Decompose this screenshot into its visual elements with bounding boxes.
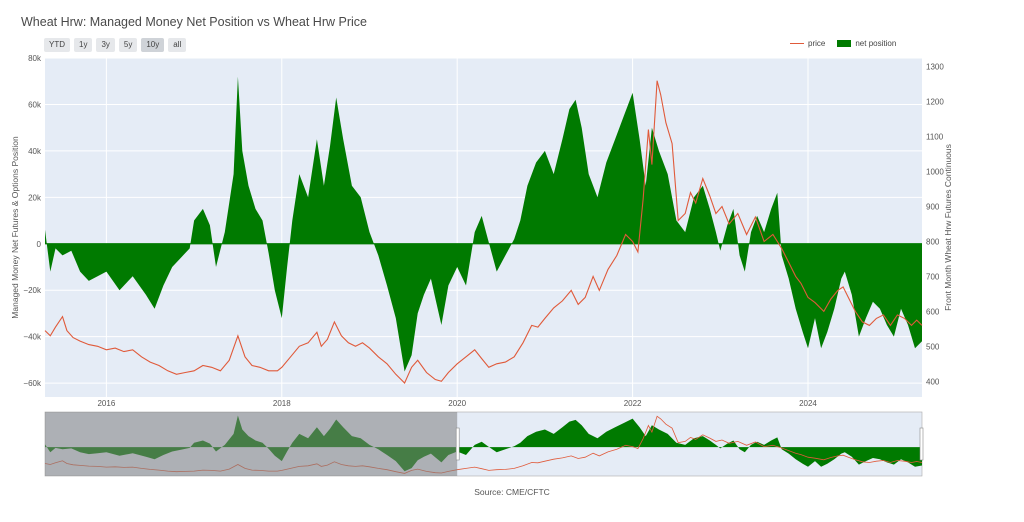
y-right-tick-label: 1200 [926,98,944,107]
price-line [44,80,923,384]
range-selector: YTD 1y 3y 5y 10y all [44,38,187,52]
y-left-tick-label: 20k [28,193,42,202]
legend-fill-swatch [837,40,852,47]
y-left-tick-label: −40k [23,333,42,342]
range-button-all[interactable]: all [168,38,187,52]
legend-item-net-position[interactable]: net position [837,39,896,48]
range-button-10y[interactable]: 10y [141,38,165,52]
x-tick-label: 2022 [624,399,642,408]
net-position-area [45,76,922,372]
range-button-1y[interactable]: 1y [74,38,93,52]
y-right-axis-title: Front Month Wheat Hrw Futures Continuous [943,144,953,311]
range-button-3y[interactable]: 3y [96,38,115,52]
x-tick-label: 2018 [273,399,291,408]
range-button-5y[interactable]: 5y [118,38,138,52]
x-tick-label: 2016 [97,399,115,408]
rangeslider-mask [45,412,458,476]
y-left-tick-label: 40k [28,147,42,156]
y-right-tick-label: 900 [926,203,940,212]
x-tick-label: 2020 [448,399,466,408]
x-tick-label: 2024 [799,399,817,408]
chart-title: Wheat Hrw: Managed Money Net Position vs… [21,15,367,29]
y-right-tick-label: 1300 [926,63,944,72]
range-button-ytd[interactable]: YTD [44,38,70,52]
legend-label-net-position: net position [855,39,897,48]
legend-line-swatch [790,43,804,44]
y-left-axis-title: Managed Money Net Futures & Options Posi… [10,136,20,319]
y-right-tick-label: 500 [926,342,940,351]
y-right-tick-label: 400 [926,377,940,386]
y-left-tick-label: 0 [37,240,42,249]
y-right-tick-label: 600 [926,307,940,316]
legend-label-price: price [808,39,826,48]
y-right-tick-label: 700 [926,272,940,281]
rangeslider-handle-left[interactable] [455,427,460,461]
y-left-tick-label: 80k [28,54,42,63]
legend-item-price[interactable]: price [790,39,825,48]
y-right-tick-label: 1000 [926,168,944,177]
y-right-tick-label: 800 [926,237,940,246]
rangeslider-handle-right[interactable] [919,427,924,461]
y-left-tick-label: 60k [28,100,42,109]
rangeslider-net-area [45,415,922,472]
source-note: Source: CME/CFTC [474,487,550,497]
legend: price net position [790,39,896,48]
y-left-tick-label: −60k [23,379,42,388]
y-right-tick-label: 1100 [926,133,944,142]
y-left-tick-label: −20k [23,286,42,295]
